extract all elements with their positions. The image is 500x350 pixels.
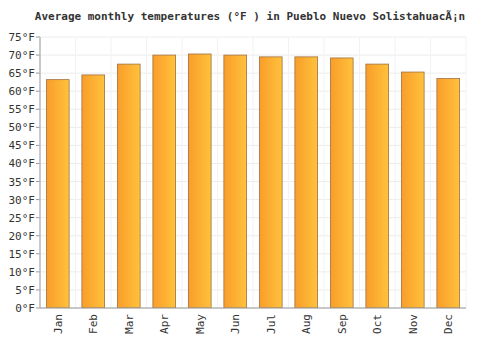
grid-line-vertical — [182, 37, 183, 308]
y-tick — [36, 163, 40, 164]
bar — [259, 57, 282, 308]
chart: Average monthly temperatures (°F ) in Pu… — [0, 0, 500, 350]
x-tick-label: Jul — [265, 314, 278, 334]
y-tick-label: 15°F — [9, 248, 36, 261]
y-tick-label: 55°F — [9, 103, 36, 116]
y-tick — [36, 235, 40, 236]
y-tick — [36, 289, 40, 290]
title: Average monthly temperatures (°F ) in Pu… — [35, 10, 465, 23]
bar — [188, 54, 211, 308]
y-tick — [36, 199, 40, 200]
y-tick — [36, 253, 40, 254]
bar — [224, 55, 247, 308]
bar — [401, 72, 424, 308]
x-tick-label: Feb — [87, 314, 100, 334]
y-tick-label: 40°F — [9, 157, 36, 170]
y-tick-label: 60°F — [9, 85, 36, 98]
y-tick — [36, 37, 40, 38]
bar — [117, 64, 140, 308]
x-tick-label: Nov — [407, 314, 420, 334]
bar — [437, 79, 460, 308]
y-tick-label: 0°F — [15, 302, 35, 315]
y-tick-label: 70°F — [9, 49, 36, 62]
y-tick — [36, 271, 40, 272]
y-tick — [36, 55, 40, 56]
y-tick-label: 5°F — [15, 284, 35, 297]
x-tick-label: Mar — [123, 314, 136, 334]
y-tick-label: 10°F — [9, 266, 36, 279]
y-tick — [36, 181, 40, 182]
y-tick-label: 35°F — [9, 176, 36, 189]
y-tick — [36, 73, 40, 74]
grid-line-vertical — [359, 37, 360, 308]
grid-line-vertical — [146, 37, 147, 308]
y-tick — [36, 127, 40, 128]
grid-line-vertical — [395, 37, 396, 308]
y-tick-label: 45°F — [9, 139, 36, 152]
x-tick-label: May — [194, 314, 207, 334]
y-tick — [36, 308, 40, 309]
x-tick-label: Jun — [229, 314, 242, 334]
grid-line-vertical — [466, 37, 467, 308]
y-tick-label: 65°F — [9, 67, 36, 80]
grid-line-vertical — [288, 37, 289, 308]
y-tick-label: 25°F — [9, 212, 36, 225]
bars — [46, 54, 459, 308]
y-tick — [36, 217, 40, 218]
y-tick — [36, 109, 40, 110]
x-tick-label: Aug — [300, 314, 313, 334]
grid-line-vertical — [75, 37, 76, 308]
bar — [295, 57, 318, 308]
grid-line — [40, 308, 466, 309]
grid-line-vertical — [253, 37, 254, 308]
grid-line-vertical — [430, 37, 431, 308]
x-tick-label: Oct — [371, 314, 384, 334]
bar — [82, 75, 105, 308]
y-tick-label: 20°F — [9, 230, 36, 243]
grid-line-vertical — [217, 37, 218, 308]
x-tick-label: Dec — [442, 314, 455, 334]
x-tick-label: Sep — [336, 314, 349, 334]
y-tick — [36, 145, 40, 146]
bar — [153, 55, 176, 308]
x-tick-label: Apr — [158, 314, 171, 334]
y-axis — [40, 37, 41, 308]
y-tick-label: 75°F — [9, 31, 36, 44]
x-tick-label: Jan — [52, 314, 65, 334]
x-axis — [40, 308, 466, 309]
bar — [366, 64, 389, 308]
grid-line-vertical — [324, 37, 325, 308]
y-tick — [36, 91, 40, 92]
bar — [46, 80, 69, 308]
y-tick-label: 30°F — [9, 194, 36, 207]
grid-line-vertical — [40, 37, 41, 308]
y-tick-label: 50°F — [9, 121, 36, 134]
grid-line-vertical — [111, 37, 112, 308]
bar — [330, 58, 353, 308]
